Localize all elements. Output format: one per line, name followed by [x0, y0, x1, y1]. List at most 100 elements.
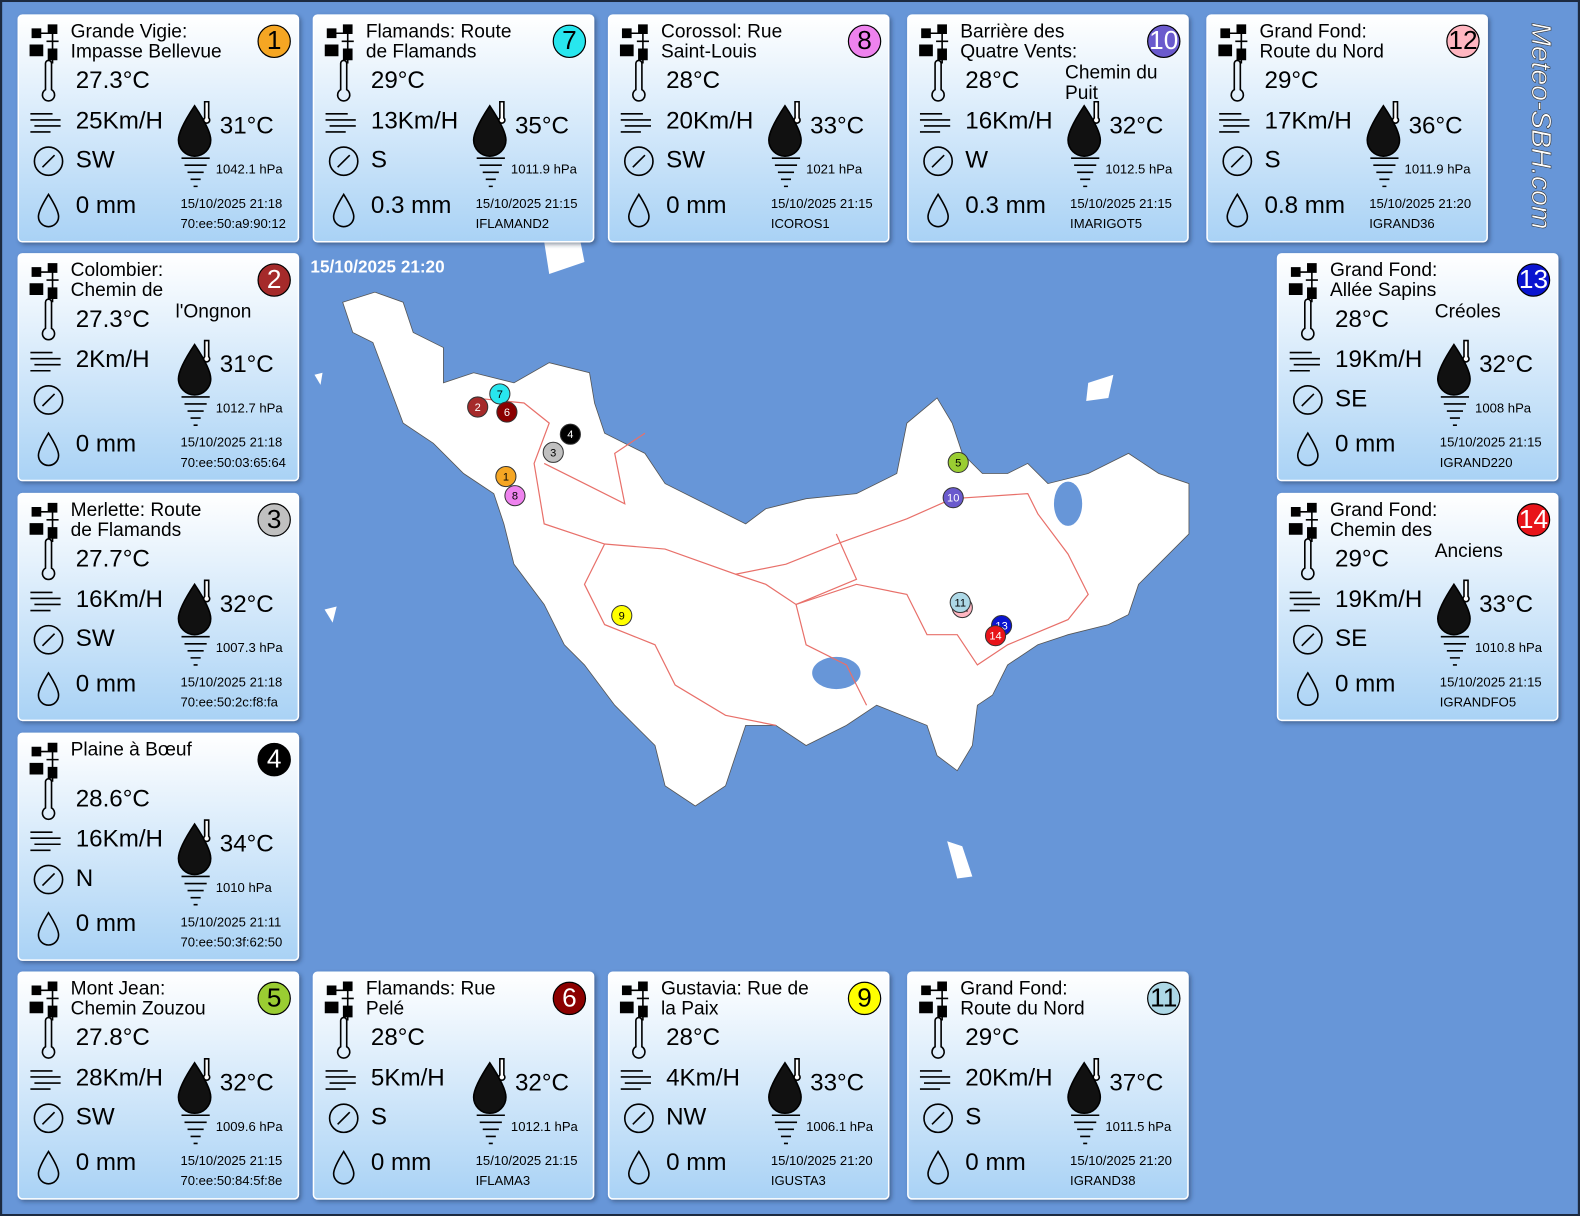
marker-dot [542, 441, 564, 463]
marker-dot [942, 487, 964, 509]
pressure: 1006.1 hPa [806, 1119, 874, 1134]
islet [1086, 374, 1114, 401]
station-badge [257, 263, 291, 297]
pond [812, 656, 861, 690]
rain-icon [37, 671, 60, 707]
rain: 0 mm [1335, 670, 1395, 697]
marker-number: 1 [503, 471, 509, 483]
icons [619, 24, 802, 228]
pressure: 1011.9 hPa [1405, 162, 1472, 177]
rain: 0 mm [76, 1149, 136, 1176]
rain-icon [1296, 671, 1319, 707]
wind-icon [30, 351, 61, 372]
station-name: Chemin de [71, 280, 163, 301]
thermometer-icon [41, 538, 56, 581]
compass-icon [33, 146, 64, 177]
station-icon [919, 981, 949, 1021]
temperature: 28°C [371, 1024, 425, 1051]
wind-speed: 16Km/H [76, 586, 163, 613]
thermometer-icon [41, 778, 56, 821]
feels-thermo [1092, 1058, 1101, 1081]
station-name-overflow: Chemin du [1065, 63, 1158, 84]
feels-like: 32°C [220, 591, 274, 618]
compass-icon [1292, 624, 1323, 655]
pressure-icon [771, 1114, 801, 1145]
wind-speed: 16Km/H [76, 826, 163, 853]
pressure: 1009.6 hPa [216, 1119, 284, 1134]
compass-needle [41, 872, 56, 887]
rain: 0 mm [76, 431, 136, 458]
wind-direction: SW [666, 147, 705, 174]
wind-direction: SE [1335, 385, 1367, 412]
wind-icon [30, 113, 61, 133]
islet [314, 372, 323, 385]
wind-direction: S [371, 1104, 387, 1131]
map-marker: 2 [467, 396, 489, 418]
marker-number: 7 [497, 389, 503, 401]
station-id: IGUSTA3 [771, 1173, 826, 1188]
card-bg [17, 732, 300, 961]
station-icon [29, 24, 59, 64]
feels-icon [472, 104, 507, 157]
station-number: 9 [857, 982, 872, 1012]
island [342, 291, 1190, 807]
datetime: 15/10/2025 21:20 [1070, 1153, 1172, 1168]
feels-thermo [202, 579, 211, 603]
wind-direction: SW [76, 625, 115, 652]
compass-needle [931, 154, 945, 168]
rain: 0.3 mm [371, 192, 452, 219]
pressure-icon [1071, 1114, 1100, 1145]
temperature: 29°C [1335, 546, 1389, 573]
station-name: de Flamands [71, 520, 182, 541]
marker-number: 6 [504, 407, 510, 419]
rain: 0 mm [76, 910, 136, 937]
wind-direction: SW [76, 1104, 115, 1131]
icons [1218, 24, 1401, 228]
station-name-overflow: l'Ongnon [175, 301, 251, 322]
wind-speed: 25Km/H [76, 107, 163, 134]
temperature: 27.3°C [76, 306, 150, 333]
marker-dot [504, 485, 526, 507]
station-badge [1147, 24, 1181, 59]
station-number: 2 [267, 264, 282, 294]
card-bg [1206, 14, 1488, 243]
pressure-icon [181, 635, 210, 666]
temperature: 28.6°C [76, 785, 150, 812]
station-number: 12 [1448, 25, 1477, 55]
station-icon [1288, 502, 1318, 543]
card-bg [312, 971, 595, 1200]
compass-needle [632, 1111, 646, 1125]
rain-icon [1296, 431, 1319, 467]
station-name: Plaine à Bœuf [71, 740, 193, 761]
feels-thermo [1391, 100, 1400, 124]
wind-direction: S [1265, 147, 1281, 174]
station-name: Impasse Bellevue [71, 41, 222, 62]
thermometer-icon [41, 1016, 56, 1059]
feels-thermo [202, 339, 211, 363]
marker-number: 3 [550, 447, 556, 459]
feels-thermo [202, 1058, 211, 1081]
islet [324, 606, 337, 623]
feels-thermo [1092, 100, 1101, 124]
card-bg [907, 971, 1189, 1200]
map-marker: 3 [542, 441, 564, 463]
feels-like: 32°C [1109, 112, 1163, 139]
station-name: Grand Fond: [1330, 260, 1437, 281]
rain-icon [37, 911, 60, 946]
rain-icon [332, 192, 355, 228]
rain-icon [37, 1150, 60, 1185]
compass-needle [337, 154, 351, 168]
thermometer-icon [336, 59, 351, 102]
station-name: Flamands: Rue [366, 978, 496, 999]
station-id: IGRAND38 [1070, 1173, 1135, 1188]
marker-dot [495, 465, 517, 488]
wind-speed: 19Km/H [1335, 586, 1422, 613]
wind-speed: 13Km/H [371, 107, 458, 134]
thermometer-icon [632, 1016, 646, 1059]
wind-speed: 17Km/H [1265, 107, 1352, 134]
pressure-icon [1440, 396, 1470, 426]
